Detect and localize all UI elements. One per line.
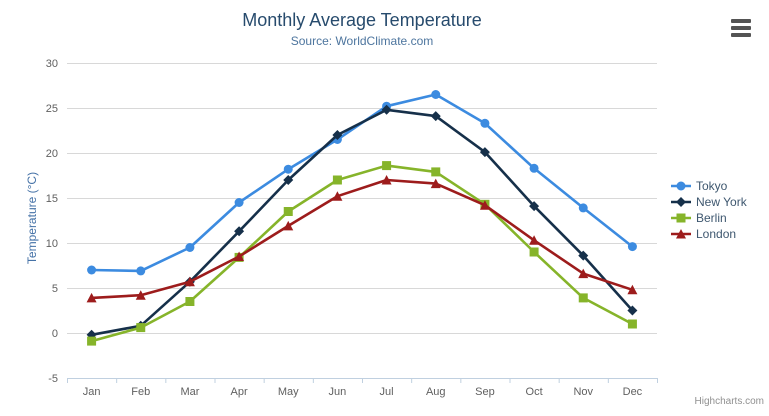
y-tick-label: 25 xyxy=(46,103,58,115)
x-tick-label: Oct xyxy=(526,386,543,398)
hamburger-icon xyxy=(731,33,751,37)
y-tick-label: 15 xyxy=(46,193,58,205)
data-point-marker[interactable] xyxy=(136,266,146,276)
legend: Tokyo New York Berlin London xyxy=(671,178,747,242)
x-tick-label: Dec xyxy=(623,386,643,398)
legend-label: New York xyxy=(696,195,747,209)
y-tick-label: 20 xyxy=(46,148,58,160)
data-point-marker[interactable] xyxy=(283,175,294,185)
x-tick-label: Jul xyxy=(380,386,394,398)
data-point-marker[interactable] xyxy=(381,104,392,115)
data-point-marker[interactable] xyxy=(185,243,195,252)
data-point-marker[interactable] xyxy=(234,226,245,237)
data-point-marker[interactable] xyxy=(87,336,97,346)
series-line-berlin xyxy=(90,164,634,343)
series-line-london xyxy=(90,178,634,300)
data-point-marker[interactable] xyxy=(627,319,637,329)
data-point-marker[interactable] xyxy=(578,268,589,279)
x-tick-label: Jun xyxy=(329,386,347,398)
legend-marker-triangle-icon xyxy=(671,229,691,239)
x-tick-label: Mar xyxy=(180,386,199,398)
data-point-marker[interactable] xyxy=(283,164,293,174)
data-point-marker[interactable] xyxy=(86,292,97,303)
data-point-marker[interactable] xyxy=(627,242,637,252)
x-tick-label: Nov xyxy=(573,386,593,398)
data-point-marker[interactable] xyxy=(676,181,686,191)
data-point-marker[interactable] xyxy=(283,207,293,216)
data-point-marker[interactable] xyxy=(430,111,441,122)
export-menu-button[interactable] xyxy=(731,19,753,37)
data-point-marker[interactable] xyxy=(627,305,638,316)
legend-item-tokyo[interactable]: Tokyo xyxy=(671,178,747,194)
data-point-marker[interactable] xyxy=(529,247,539,257)
legend-label: London xyxy=(696,227,737,241)
data-point-marker[interactable] xyxy=(184,276,195,287)
data-point-marker[interactable] xyxy=(676,213,686,223)
data-point-marker[interactable] xyxy=(332,130,343,140)
data-point-marker[interactable] xyxy=(529,163,539,173)
highcharts-credit-link[interactable]: Highcharts.com xyxy=(694,396,764,407)
legend-label: Tokyo xyxy=(696,179,728,193)
data-point-marker[interactable] xyxy=(234,251,245,262)
data-point-marker[interactable] xyxy=(479,200,490,210)
series-line-new-york xyxy=(90,108,634,337)
legend-marker-square-icon xyxy=(671,213,691,223)
data-point-marker[interactable] xyxy=(529,201,540,212)
hamburger-icon xyxy=(731,19,751,23)
y-tick-label: -5 xyxy=(48,373,58,385)
legend-item-new-york[interactable]: New York xyxy=(671,194,747,210)
hamburger-icon xyxy=(731,26,751,30)
data-point-marker[interactable] xyxy=(676,229,686,239)
data-point-marker[interactable] xyxy=(480,118,490,128)
data-point-marker[interactable] xyxy=(87,265,97,275)
legend-marker-diamond-icon xyxy=(671,197,691,207)
y-axis-title: Temperature (°C) xyxy=(25,171,39,265)
data-point-marker[interactable] xyxy=(382,161,392,171)
data-point-marker[interactable] xyxy=(529,235,540,245)
x-tick-label: Jan xyxy=(83,386,101,398)
x-tick-label: Feb xyxy=(131,386,150,398)
data-point-marker[interactable] xyxy=(283,220,294,231)
data-point-marker[interactable] xyxy=(627,284,638,295)
data-point-marker[interactable] xyxy=(430,178,441,189)
y-tick-label: 30 xyxy=(46,58,58,70)
x-tick-label: Sep xyxy=(475,386,495,398)
chart-subtitle: Source: WorldClimate.com xyxy=(290,34,434,48)
legend-item-london[interactable]: London xyxy=(671,226,747,242)
data-point-marker[interactable] xyxy=(431,90,441,99)
data-point-marker[interactable] xyxy=(332,191,343,201)
x-tick-label: Aug xyxy=(426,386,446,398)
data-point-marker[interactable] xyxy=(479,147,490,158)
legend-item-berlin[interactable]: Berlin xyxy=(671,210,747,226)
x-tick-label: Apr xyxy=(231,386,248,398)
data-point-marker[interactable] xyxy=(578,203,588,213)
y-tick-label: 5 xyxy=(52,283,58,295)
data-point-marker[interactable] xyxy=(431,167,441,177)
x-tick-label: May xyxy=(278,386,299,398)
y-tick-label: 0 xyxy=(52,328,58,340)
data-point-marker[interactable] xyxy=(381,175,392,185)
data-point-marker[interactable] xyxy=(135,290,146,300)
y-tick-label: 10 xyxy=(46,238,58,250)
data-point-marker[interactable] xyxy=(676,197,686,207)
legend-label: Berlin xyxy=(696,211,727,225)
data-point-marker[interactable] xyxy=(578,250,589,261)
legend-marker-circle-icon xyxy=(671,181,691,191)
data-point-marker[interactable] xyxy=(234,198,244,207)
chart-title: Monthly Average Temperature xyxy=(242,10,482,30)
data-point-marker[interactable] xyxy=(185,297,195,306)
data-point-marker[interactable] xyxy=(136,323,146,333)
data-point-marker[interactable] xyxy=(332,175,342,185)
data-point-marker[interactable] xyxy=(578,293,588,303)
